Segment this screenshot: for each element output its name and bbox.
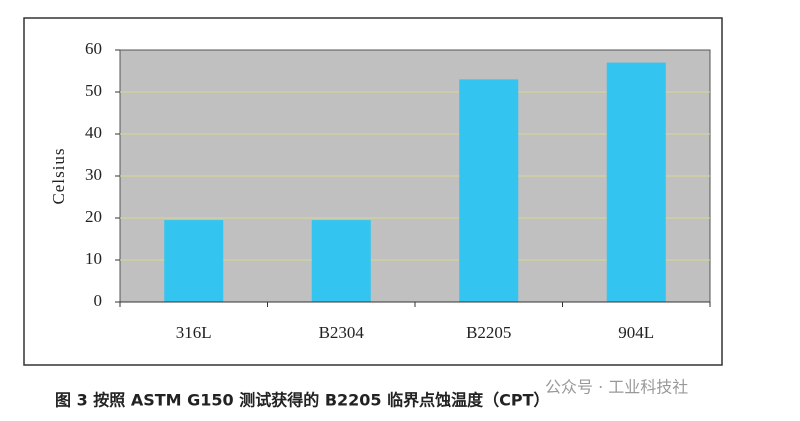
bar [311, 220, 371, 302]
x-tick-label: 904L [618, 323, 654, 342]
bar [606, 62, 666, 302]
x-tick-label: B2205 [466, 323, 511, 342]
y-tick-label: 60 [85, 39, 102, 58]
caption: 图 3 按照 ASTM G150 测试获得的 B2205 临界点蚀温度（CPT） [55, 391, 550, 410]
x-tick-label: B2304 [319, 323, 365, 342]
y-tick-label: 40 [85, 123, 102, 142]
y-tick-label: 20 [85, 207, 102, 226]
y-tick-label: 0 [94, 291, 103, 310]
bar [459, 79, 519, 303]
y-tick-label: 10 [85, 249, 102, 268]
y-axis-label: Celsius [49, 147, 68, 204]
watermark: 公众号 · 工业科技社 [545, 378, 688, 397]
x-tick-label: 316L [176, 323, 212, 342]
y-tick-label: 50 [85, 81, 102, 100]
y-tick-label: 30 [85, 165, 102, 184]
bar [164, 220, 224, 302]
